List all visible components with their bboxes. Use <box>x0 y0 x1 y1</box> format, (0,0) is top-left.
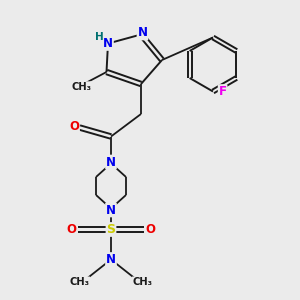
Text: N: N <box>137 26 148 40</box>
Text: N: N <box>106 203 116 217</box>
Text: H: H <box>94 32 103 42</box>
Text: N: N <box>106 253 116 266</box>
Text: O: O <box>146 223 156 236</box>
Text: N: N <box>103 37 113 50</box>
Text: CH₃: CH₃ <box>70 277 89 287</box>
Text: CH₃: CH₃ <box>71 82 91 92</box>
Text: O: O <box>69 119 79 133</box>
Text: S: S <box>106 223 116 236</box>
Text: N: N <box>106 155 116 169</box>
Text: CH₃: CH₃ <box>133 277 152 287</box>
Text: F: F <box>219 85 226 98</box>
Text: O: O <box>66 223 76 236</box>
